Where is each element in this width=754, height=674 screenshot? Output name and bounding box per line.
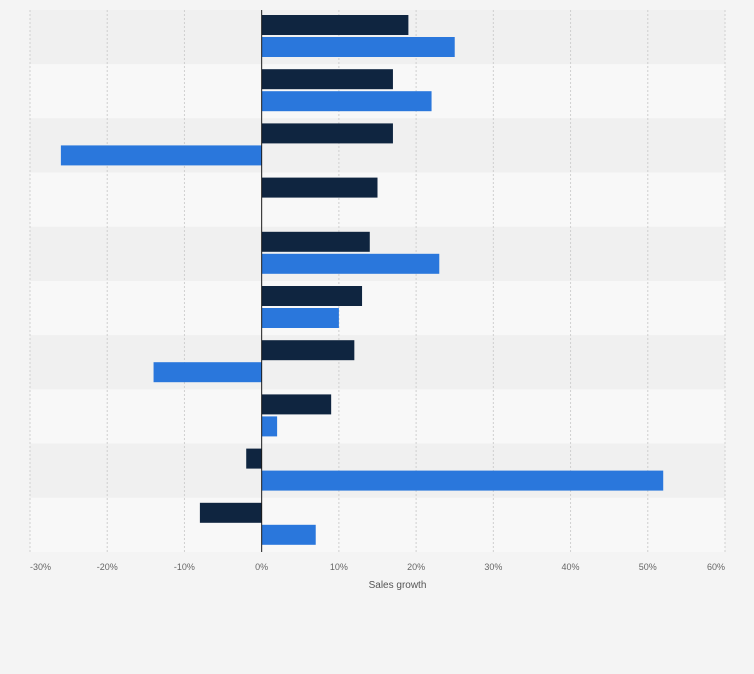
bar-series-2[interactable]	[261, 91, 432, 112]
bar-series-1[interactable]	[261, 340, 355, 361]
x-tick-label: 0%	[255, 562, 268, 572]
row-band	[30, 281, 725, 336]
x-tick-label: 20%	[407, 562, 425, 572]
bar-series-1[interactable]	[261, 286, 363, 306]
bar-series-2[interactable]	[261, 416, 278, 437]
x-tick-label: 50%	[639, 562, 657, 572]
bar-series-1[interactable]	[261, 394, 332, 415]
x-tick-label: -20%	[97, 562, 118, 572]
row-band	[30, 335, 725, 390]
x-tick-label: -30%	[30, 562, 51, 572]
bars	[60, 15, 664, 545]
row-band	[30, 497, 725, 552]
x-axis-title: Sales growth	[369, 580, 427, 591]
x-tick-label: 30%	[484, 562, 502, 572]
bar-series-1[interactable]	[261, 231, 370, 252]
bar-series-1[interactable]	[261, 15, 409, 35]
bar-series-2[interactable]	[261, 470, 664, 491]
x-tick-label: -10%	[174, 562, 195, 572]
bar-series-2[interactable]	[153, 362, 262, 383]
bar-series-1[interactable]	[199, 502, 262, 523]
x-tick-label: 40%	[562, 562, 580, 572]
bar-series-1[interactable]	[261, 123, 393, 144]
bar-series-1[interactable]	[246, 448, 262, 469]
x-tick-label: 60%	[707, 562, 725, 572]
x-tick-label: 10%	[330, 562, 348, 572]
bar-series-2[interactable]	[60, 145, 262, 166]
x-axis-ticks: -30% -20% -10% 0% 10% 20% 30% 40% 50% 60%	[30, 562, 725, 572]
bar-series-1[interactable]	[261, 69, 393, 90]
row-band	[30, 389, 725, 444]
bar-series-2[interactable]	[261, 37, 455, 57]
bar-series-2[interactable]	[261, 253, 440, 274]
bar-series-2[interactable]	[261, 308, 339, 328]
bar-series-2[interactable]	[261, 524, 316, 545]
bar-series-1[interactable]	[261, 177, 378, 198]
